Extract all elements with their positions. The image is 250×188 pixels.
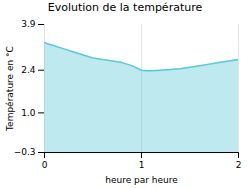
html-text:Evolution de la température: Evolution de la température xyxy=(47,1,203,14)
svg-text:3.9: 3.9 xyxy=(21,19,36,29)
svg-text:Température en °C: Température en °C xyxy=(5,46,15,132)
svg-text:2: 2 xyxy=(236,160,242,170)
svg-text:1: 1 xyxy=(139,160,145,170)
svg-text:0: 0 xyxy=(42,160,48,170)
svg-text:heure par heure: heure par heure xyxy=(105,175,178,185)
svg-text:2.4: 2.4 xyxy=(21,65,36,75)
svg-text:1.0: 1.0 xyxy=(21,108,36,118)
svg-text:−0.3: −0.3 xyxy=(14,147,36,157)
